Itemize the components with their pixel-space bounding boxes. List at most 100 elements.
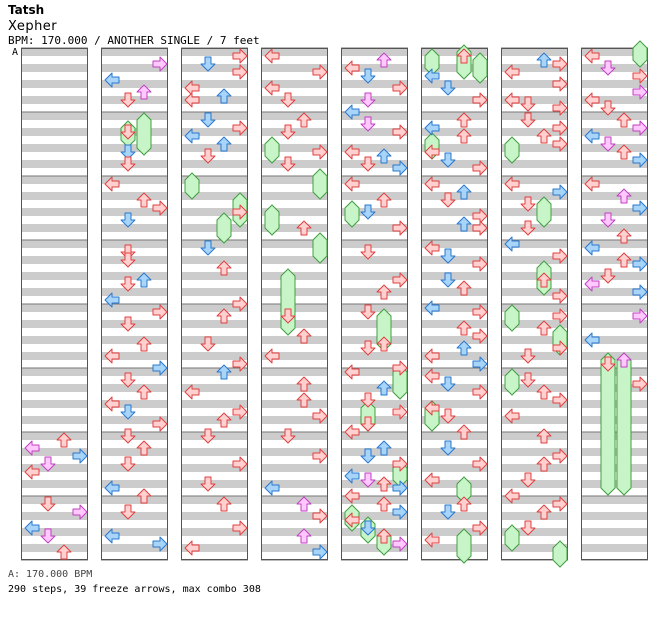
step-arrow-down: [360, 340, 376, 356]
chart-column: [21, 47, 88, 561]
beat-stripe: [421, 288, 488, 296]
beat-stripe: [21, 256, 88, 264]
beat-stripe: [101, 144, 168, 152]
step-arrow-right: [552, 100, 568, 116]
beat-stripe: [261, 256, 328, 264]
step-arrow-down: [520, 472, 536, 488]
freeze-body: [312, 232, 328, 264]
beat-stripe: [21, 384, 88, 392]
beat-stripe: [261, 400, 328, 408]
step-arrow-down: [520, 348, 536, 364]
step-arrow-up: [456, 216, 472, 232]
step-arrow-right: [632, 84, 648, 100]
beat-stripe: [261, 496, 328, 504]
step-arrow-right: [472, 256, 488, 272]
step-arrow-right: [472, 356, 488, 372]
beat-stripe: [581, 80, 648, 88]
beat-stripe: [341, 176, 408, 184]
step-arrow-right: [632, 376, 648, 392]
freeze-arrow: [456, 476, 472, 504]
beat-stripe: [21, 144, 88, 152]
beat-stripe: [341, 240, 408, 248]
beat-stripe: [101, 240, 168, 248]
beat-stripe: [421, 416, 488, 424]
beat-stripe: [261, 336, 328, 344]
step-arrow-right: [632, 152, 648, 168]
step-arrow-left: [24, 464, 40, 480]
column-border: [261, 48, 328, 560]
step-arrow-down: [120, 456, 136, 472]
beat-stripe: [341, 512, 408, 520]
beat-stripe: [421, 480, 488, 488]
step-arrow-up: [216, 412, 232, 428]
step-arrow-left: [584, 128, 600, 144]
step-arrow-right: [632, 284, 648, 300]
beat-stripe: [181, 528, 248, 536]
step-arrow-left: [184, 128, 200, 144]
step-arrow-up: [136, 488, 152, 504]
step-arrow-left: [24, 440, 40, 456]
step-arrow-left: [264, 80, 280, 96]
beat-stripe: [181, 352, 248, 360]
step-arrow-right: [472, 520, 488, 536]
beat-stripe: [21, 240, 88, 248]
step-arrow-right: [472, 92, 488, 108]
step-arrow-up: [536, 384, 552, 400]
step-arrow-left: [344, 104, 360, 120]
freeze-arrow: [312, 168, 328, 200]
step-arrow-right: [152, 536, 168, 552]
beat-stripe: [341, 480, 408, 488]
freeze-arrow: [216, 212, 232, 244]
step-arrow-up: [216, 496, 232, 512]
step-arrow-down: [440, 408, 456, 424]
freeze-arrow: [312, 232, 328, 264]
step-arrow-left: [104, 528, 120, 544]
beat-stripe: [421, 304, 488, 312]
freeze-arrow: [264, 204, 280, 236]
step-arrow-right: [552, 120, 568, 136]
beat-stripe: [181, 304, 248, 312]
beat-stripe: [421, 80, 488, 88]
beat-stripe: [501, 416, 568, 424]
beat-stripe: [341, 368, 408, 376]
beat-stripe: [421, 48, 488, 56]
step-arrow-down: [120, 316, 136, 332]
beat-stripe: [261, 48, 328, 56]
step-arrow-right: [312, 448, 328, 464]
step-arrow-up: [376, 380, 392, 396]
beat-stripe: [261, 208, 328, 216]
beat-stripe: [581, 496, 648, 504]
beat-stripe: [501, 432, 568, 440]
beat-stripe: [581, 96, 648, 104]
beat-stripe: [581, 528, 648, 536]
beat-stripe: [421, 208, 488, 216]
step-arrow-up: [456, 128, 472, 144]
beat-stripe: [581, 160, 648, 168]
step-arrow-left: [424, 348, 440, 364]
beat-stripe: [581, 544, 648, 552]
step-arrow-right: [552, 308, 568, 324]
step-arrow-up: [376, 284, 392, 300]
step-arrow-up: [616, 144, 632, 160]
step-arrow-right: [152, 416, 168, 432]
freeze-arrow: [456, 528, 472, 564]
freeze-body: [504, 524, 520, 552]
step-arrow-down: [200, 476, 216, 492]
beat-stripe: [21, 448, 88, 456]
step-arrow-down: [600, 100, 616, 116]
beat-stripe: [181, 48, 248, 56]
beat-stripe: [501, 176, 568, 184]
beat-stripe: [341, 352, 408, 360]
step-arrow-up: [536, 504, 552, 520]
step-arrow-left: [104, 480, 120, 496]
step-arrow-right: [392, 80, 408, 96]
beat-stripe: [101, 304, 168, 312]
step-arrow-down: [120, 156, 136, 172]
step-arrow-left: [424, 532, 440, 548]
step-arrow-right: [392, 456, 408, 472]
freeze-body: [472, 52, 488, 84]
beat-stripe: [101, 512, 168, 520]
bpm-footer: A: 170.000 BPM: [8, 569, 93, 580]
step-arrow-up: [456, 48, 472, 64]
beat-stripe: [101, 496, 168, 504]
